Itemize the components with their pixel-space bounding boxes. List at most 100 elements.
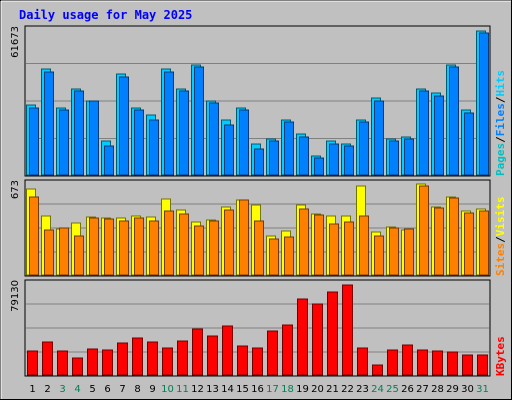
bar-kbytes-day-3 [57, 350, 68, 376]
x-tick-label: 17 [266, 384, 279, 395]
bar-kbytes-day-31 [477, 354, 488, 376]
bar-files-day-8 [134, 109, 144, 176]
bar-kbytes-day-14 [222, 325, 233, 376]
bar-files-day-6 [104, 145, 114, 176]
bar-kbytes-day-6 [102, 349, 113, 376]
bar-sites-day-20 [314, 214, 324, 276]
bar-sites-day-8 [134, 217, 144, 276]
bar-kbytes-day-5 [87, 348, 98, 376]
x-tick-label: 23 [356, 384, 369, 395]
legend-hits: Hits [494, 70, 507, 97]
bar-sites-day-17 [269, 238, 279, 276]
x-tick-label: 18 [281, 384, 294, 395]
bar-files-day-1 [29, 107, 39, 176]
bar-sites-day-30 [464, 212, 474, 276]
bar-kbytes-day-20 [312, 303, 323, 376]
bar-sites-day-31 [479, 210, 489, 276]
x-tick-label: 28 [431, 384, 444, 395]
bar-kbytes-day-27 [417, 349, 428, 376]
bar-sites-day-12 [194, 225, 204, 276]
bar-files-day-29 [449, 66, 459, 176]
legend-visits: Visits [494, 197, 507, 237]
bar-files-day-10 [164, 71, 174, 176]
bar-kbytes-day-9 [147, 341, 158, 376]
bar-files-day-20 [314, 157, 324, 176]
x-tick-label: 5 [89, 384, 95, 395]
x-tick-label: 21 [326, 384, 339, 395]
bar-kbytes-day-30 [462, 354, 473, 376]
bar-sites-day-2 [44, 229, 54, 276]
legend-hits-files-pages: Pages/Files/Hits [494, 70, 507, 176]
x-tick-label: 8 [134, 384, 140, 395]
bar-kbytes-day-22 [342, 284, 353, 376]
bar-files-day-19 [299, 136, 309, 176]
bar-kbytes-day-10 [162, 347, 173, 376]
bar-files-day-27 [419, 90, 429, 176]
bar-kbytes-day-7 [117, 342, 128, 376]
legend-pages: Pages [494, 143, 507, 176]
x-tick-label: 20 [311, 384, 324, 395]
x-tick-label: 25 [386, 384, 399, 395]
bar-files-day-3 [59, 109, 69, 176]
max-value-label: 79130 [10, 280, 21, 312]
bar-sites-day-10 [164, 210, 174, 276]
x-tick-label: 29 [446, 384, 459, 395]
bar-kbytes-day-17 [267, 330, 278, 376]
x-tick-label: 27 [416, 384, 429, 395]
bar-sites-day-7 [119, 220, 129, 276]
bar-sites-day-4 [74, 235, 84, 276]
bar-sites-day-3 [59, 227, 69, 276]
bar-sites-day-25 [389, 227, 399, 276]
x-tick-label: 26 [401, 384, 414, 395]
bar-kbytes-day-26 [402, 344, 413, 376]
bar-kbytes-day-4 [72, 357, 83, 376]
bar-kbytes-day-23 [357, 347, 368, 376]
bar-sites-day-1 [29, 196, 39, 276]
bar-files-day-11 [179, 90, 189, 176]
bar-kbytes-day-18 [282, 324, 293, 376]
x-tick-label: 30 [461, 384, 474, 395]
bar-files-day-31 [479, 32, 489, 176]
x-tick-label: 4 [74, 384, 80, 395]
x-tick-label: 16 [251, 384, 264, 395]
bar-files-day-13 [209, 102, 219, 176]
bar-sites-day-13 [209, 220, 219, 276]
bar-kbytes-day-24 [372, 364, 383, 376]
max-value-label: 673 [10, 180, 21, 199]
bar-files-day-23 [359, 121, 369, 176]
bar-files-day-18 [284, 121, 294, 176]
bar-files-day-24 [374, 100, 384, 176]
bar-files-day-26 [404, 138, 414, 176]
x-tick-label: 15 [236, 384, 249, 395]
bar-sites-day-24 [374, 235, 384, 276]
bar-sites-day-15 [239, 199, 249, 276]
bar-kbytes-day-13 [207, 335, 218, 376]
legend-sites: Sites [494, 243, 507, 276]
bar-sites-day-19 [299, 208, 309, 276]
bar-sites-day-23 [359, 215, 369, 276]
bar-kbytes-day-2 [42, 341, 53, 376]
bar-sites-day-18 [284, 236, 294, 276]
bar-files-day-16 [254, 148, 264, 176]
bar-kbytes-day-19 [297, 298, 308, 376]
bar-kbytes-day-15 [237, 345, 248, 376]
bar-files-day-4 [74, 90, 84, 176]
bar-sites-day-27 [419, 185, 429, 276]
bar-sites-day-5 [89, 217, 99, 276]
x-tick-label: 11 [176, 384, 189, 395]
bar-files-day-25 [389, 140, 399, 176]
bar-sites-day-11 [179, 213, 189, 276]
x-tick-label: 12 [191, 384, 204, 395]
bar-sites-day-26 [404, 228, 414, 276]
bar-files-day-30 [464, 112, 474, 176]
bar-kbytes-day-21 [327, 291, 338, 376]
x-tick-label: 9 [149, 384, 155, 395]
bar-files-day-5 [89, 100, 99, 176]
legend-separator: / [494, 136, 507, 143]
panel-visits-sites: 673 Sites/Visits [10, 179, 507, 277]
legend-kbytes: KBytes [494, 336, 507, 376]
bar-files-day-17 [269, 140, 279, 176]
bar-files-day-21 [329, 143, 339, 176]
